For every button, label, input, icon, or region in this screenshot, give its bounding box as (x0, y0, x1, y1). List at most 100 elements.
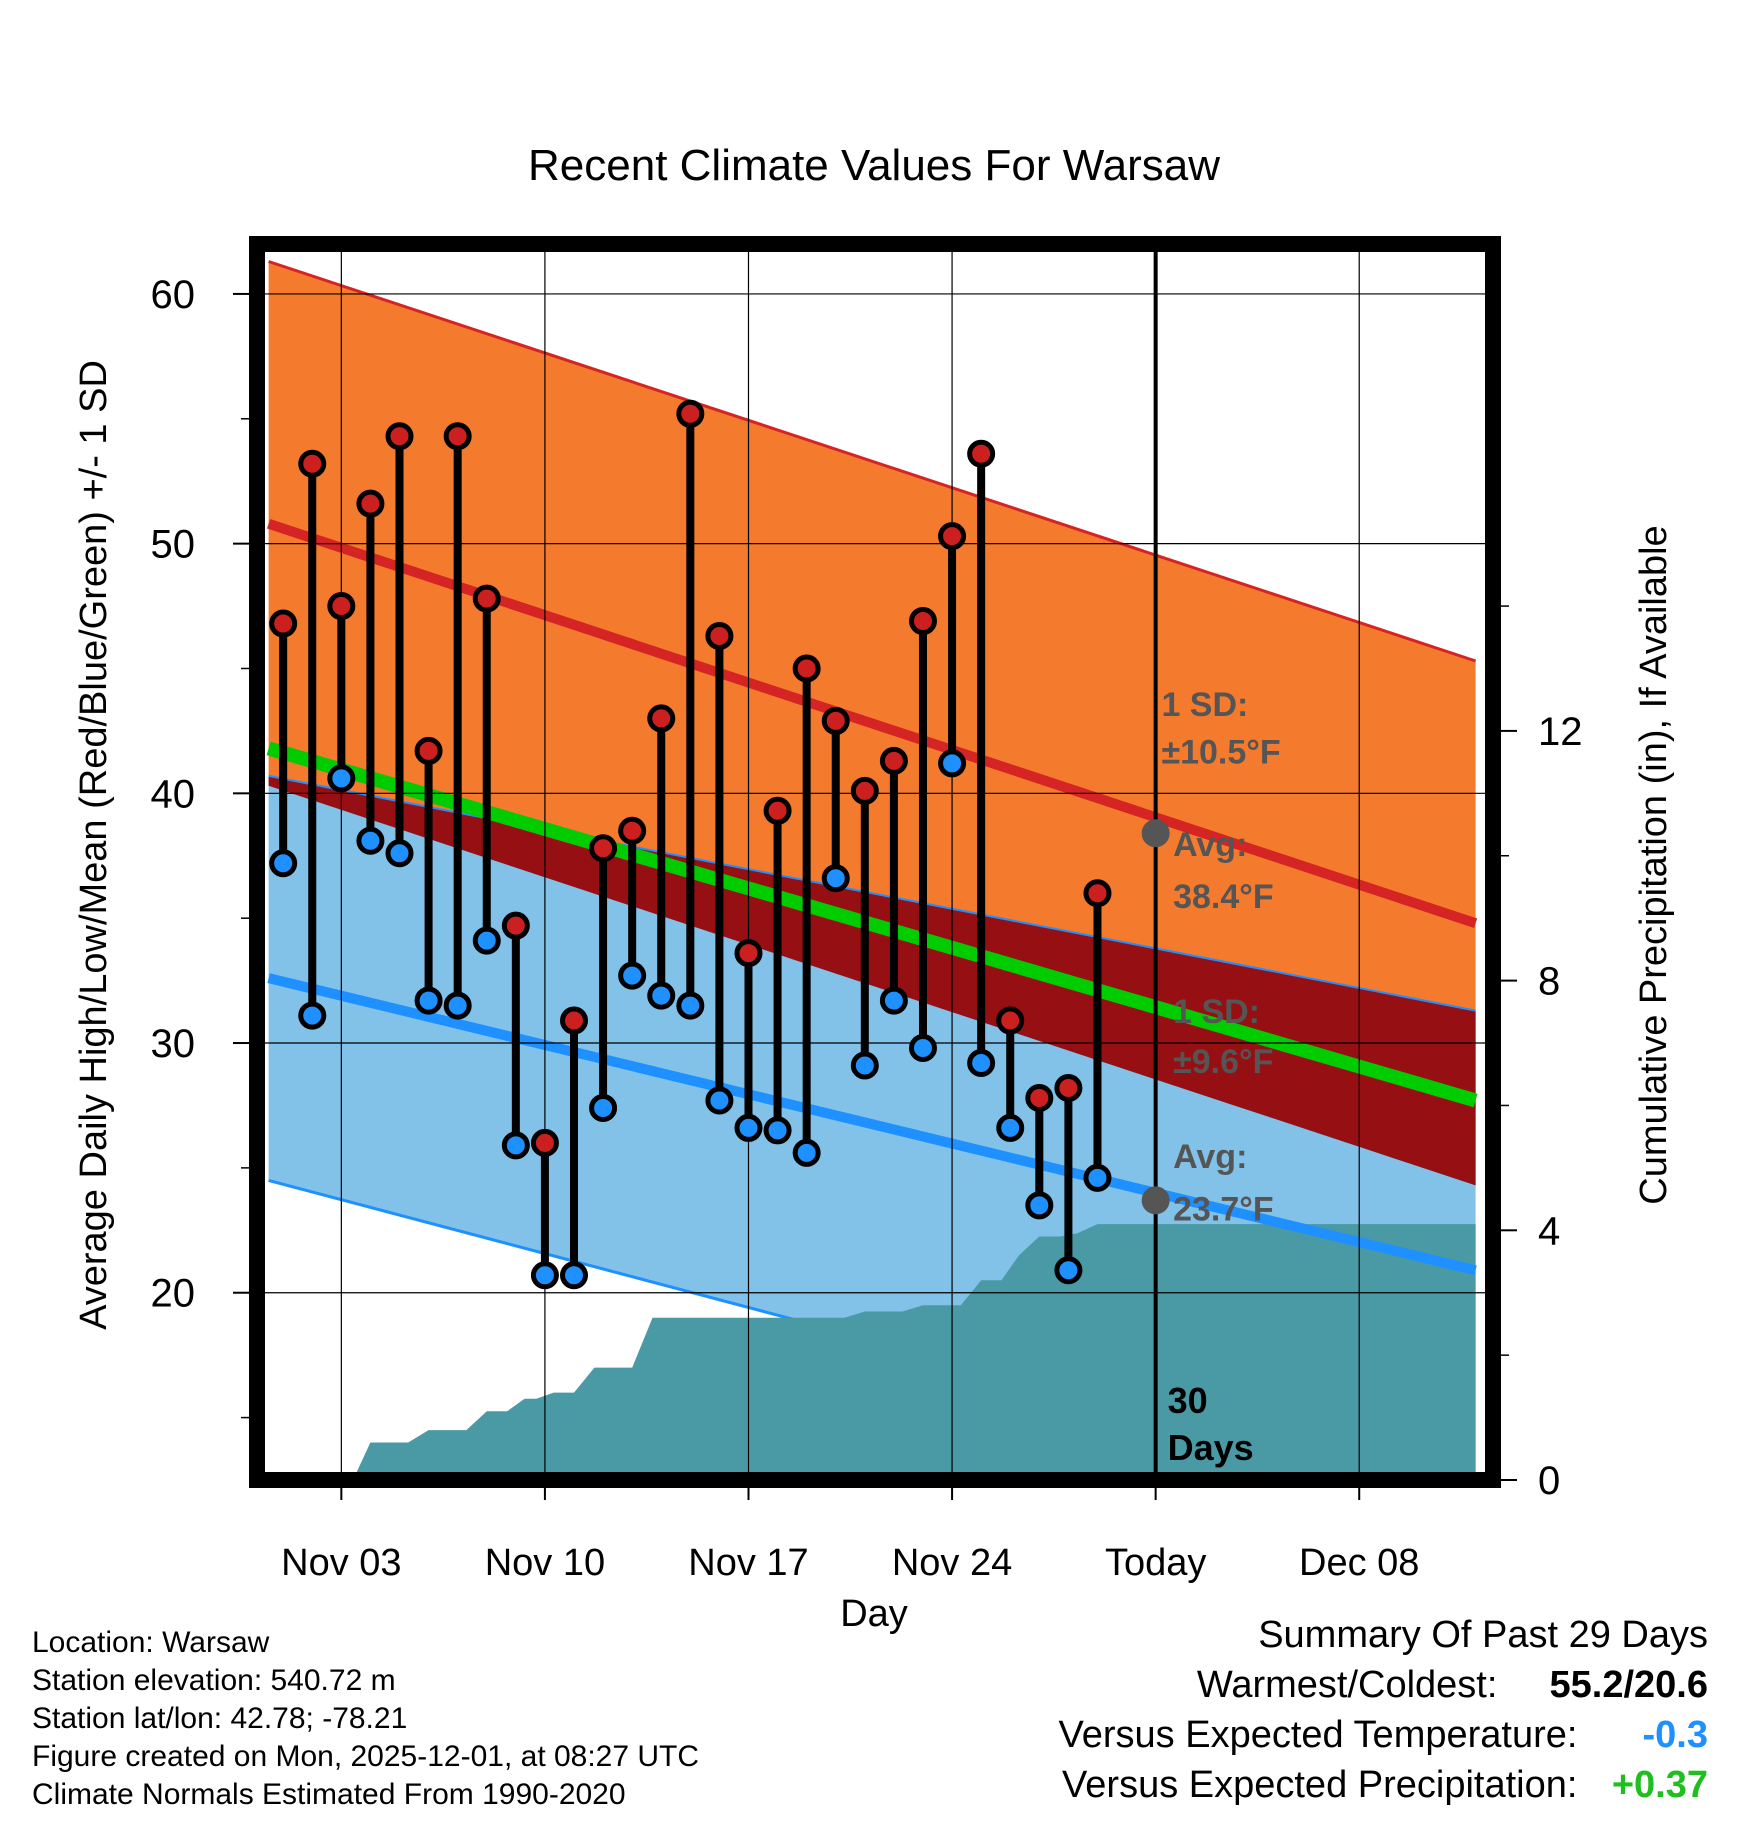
low-point (1054, 1256, 1083, 1285)
plot-area: 1 SD: ±10.5°F Avg: 38.4°F 1 SD: ±9.6°F Avg: 23.… (151, 236, 1583, 1584)
high-point (908, 607, 937, 636)
y-axis-label: Average Daily High/Low/Mean (Red/Blue/Gr… (73, 360, 115, 1330)
x-tick-label: Dec 08 (1299, 1542, 1419, 1584)
high-point (298, 449, 327, 478)
low-point (298, 1001, 327, 1030)
latlon-text: Station lat/lon: 42.78; -78.21 (32, 1702, 408, 1735)
warm-cold-value: 55.2/20.6 (1549, 1664, 1708, 1706)
low-point (356, 826, 385, 855)
plot-clip-group: 1 SD: ±10.5°F Avg: 38.4°F 1 SD: ±9.6°F Avg: 23.… (257, 244, 1493, 1480)
mean-avg-line (266, 741, 1478, 1108)
warm-cold-label: Warmest/Coldest: (1196, 1664, 1498, 1706)
low-point (647, 981, 676, 1010)
high-point (647, 704, 676, 733)
high-point (1025, 1083, 1054, 1112)
low-point (530, 1261, 559, 1290)
summary-temp-row: Versus Expected Temperature: -0.3 (1059, 1710, 1708, 1760)
station-info: Location: Warsaw Station elevation: 540.… (32, 1624, 699, 1814)
annotation-text: ±9.6°F (1173, 1043, 1273, 1081)
high-avg-line (267, 518, 1478, 928)
high-point (676, 399, 705, 428)
chart-title: Recent Climate Values For Warsaw (528, 141, 1220, 190)
x-tick-label: Today (1105, 1542, 1206, 1584)
low-point (879, 986, 908, 1015)
created-text: Figure created on Mon, 2025-12-01, at 08… (32, 1740, 700, 1773)
high-point (967, 439, 996, 468)
high-point (618, 816, 647, 845)
y2-axis-label: Cumulative Precipitation (in), If Availa… (1633, 525, 1675, 1204)
annotation-text: Avg: (1173, 826, 1247, 864)
low-point (850, 1051, 879, 1080)
low-point (501, 1131, 530, 1160)
high-point (734, 939, 763, 968)
high-point (938, 522, 967, 551)
y-tick-label: 20 (151, 1272, 196, 1316)
normals-text: Climate Normals Estimated From 1990-2020 (32, 1778, 626, 1811)
low-point (385, 839, 414, 868)
precip-value: +0.37 (1611, 1764, 1708, 1806)
today-marker (1141, 1186, 1170, 1215)
low-point (269, 849, 298, 878)
high-point (850, 776, 879, 805)
high-point (821, 706, 850, 735)
y-tick-label: 50 (151, 523, 196, 567)
low-point (938, 749, 967, 778)
summary-panel: Summary Of Past 29 Days Warmest/Coldest:… (1059, 1610, 1708, 1810)
precip-area (268, 1224, 1476, 1480)
temp-value: -0.3 (1642, 1714, 1708, 1756)
annotation-text: 23.7°F (1173, 1190, 1274, 1228)
low-point (908, 1034, 937, 1063)
low-point (559, 1261, 588, 1290)
low-point (443, 991, 472, 1020)
annotation-text: ±10.5°F (1161, 733, 1280, 771)
high-point (589, 834, 618, 863)
low-point (618, 961, 647, 990)
low-point (705, 1086, 734, 1115)
high-point (996, 1006, 1025, 1035)
high-sd-upper-line (268, 260, 1477, 663)
low-point (589, 1093, 618, 1122)
high-point (269, 609, 298, 638)
high-point (530, 1128, 559, 1157)
low-point (734, 1113, 763, 1142)
high-point (356, 489, 385, 518)
high-point (327, 592, 356, 621)
y2-tick-label: 0 (1538, 1459, 1560, 1503)
summary-title: Summary Of Past 29 Days (1258, 1614, 1708, 1656)
high-point (385, 422, 414, 451)
y2-tick-label: 12 (1538, 710, 1583, 754)
low-avg-line (267, 973, 1477, 1276)
high-point (559, 1006, 588, 1035)
x-axis-label: Day (840, 1593, 908, 1635)
high-point (1054, 1073, 1083, 1102)
high-point (763, 796, 792, 825)
low-point (327, 764, 356, 793)
low-point (996, 1113, 1025, 1142)
low-point (763, 1116, 792, 1145)
x-tick-label: Nov 10 (485, 1542, 605, 1584)
low-point (967, 1049, 996, 1078)
low-point (792, 1138, 821, 1167)
today-days-label: 30 (1168, 1380, 1208, 1421)
low-point (821, 864, 850, 893)
annotation-text: 1 SD: (1161, 686, 1248, 724)
low-point (414, 986, 443, 1015)
x-tick-label: Nov 24 (892, 1542, 1012, 1584)
x-tick-label: Nov 17 (688, 1542, 808, 1584)
low-sd-upper-line (268, 774, 1476, 1012)
location-text: Location: Warsaw (32, 1626, 270, 1659)
y-tick-label: 60 (151, 273, 196, 317)
low-point (1083, 1163, 1112, 1192)
high-point (705, 622, 734, 651)
annotation-text: 38.4°F (1173, 878, 1274, 916)
high-point (1083, 879, 1112, 908)
low-point (676, 991, 705, 1020)
today-marker (1141, 819, 1170, 848)
overlap-band (268, 775, 1476, 1186)
y-tick-label: 30 (151, 1022, 196, 1066)
high-point (792, 654, 821, 683)
high-point (414, 736, 443, 765)
x-tick-label: Nov 03 (281, 1542, 401, 1584)
y-tick-label: 40 (151, 772, 196, 816)
temp-label: Versus Expected Temperature: (1058, 1714, 1578, 1756)
